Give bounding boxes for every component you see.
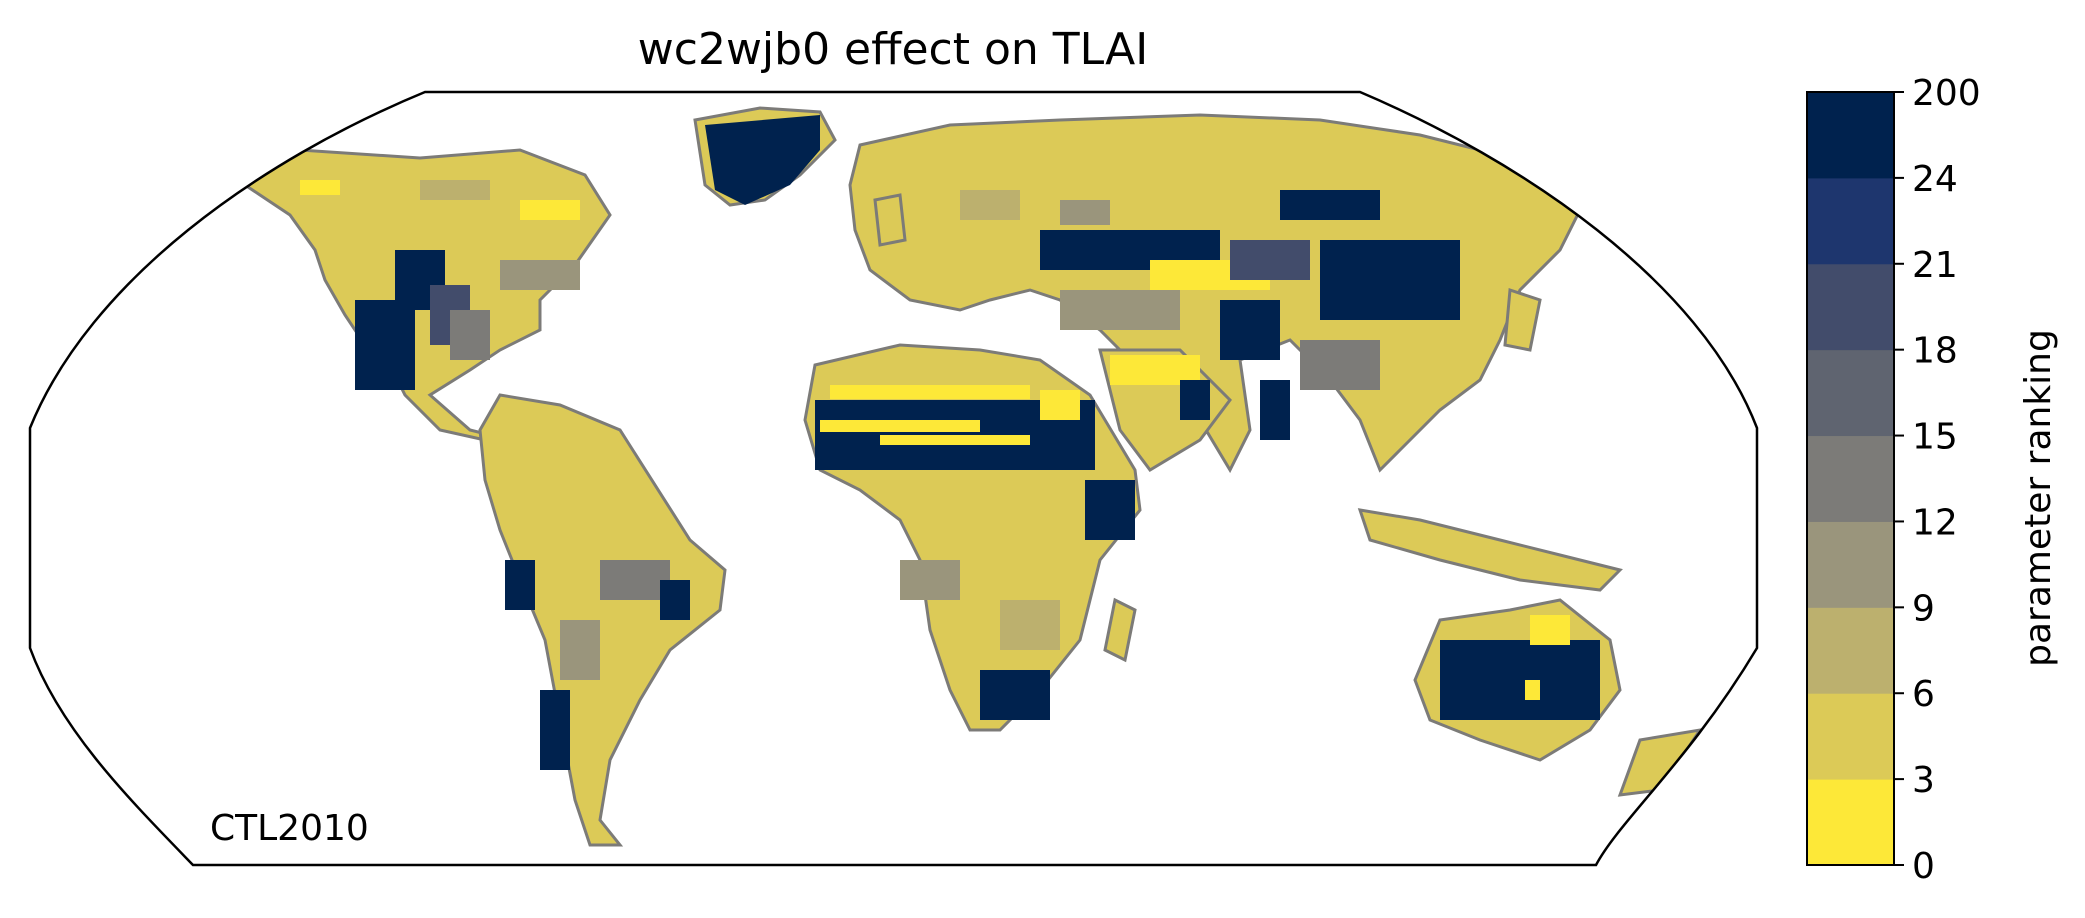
british-isles xyxy=(875,195,905,245)
map-title: wc2wjb0 effect on TLAI xyxy=(638,24,1148,75)
colorbar: 0 3 6 9 12 15 18 21 24 200 xyxy=(1807,73,1981,887)
colorbar-segment xyxy=(1807,779,1894,865)
corner-label: CTL2010 xyxy=(210,808,369,849)
colorbar-tick-label: 15 xyxy=(1912,417,1958,458)
colorbar-tick-label: 3 xyxy=(1912,760,1935,801)
colorbar-tick-label: 9 xyxy=(1912,588,1935,629)
colorbar-segment xyxy=(1807,521,1894,607)
colorbar-tick-label: 200 xyxy=(1912,73,1981,114)
colorbar-tick-label: 21 xyxy=(1912,245,1958,286)
colorbar-segment xyxy=(1807,264,1894,350)
colorbar-tick-label: 24 xyxy=(1912,159,1958,200)
japan xyxy=(1505,290,1540,350)
colorbar-label: parameter ranking xyxy=(2018,329,2059,667)
southeast-asia-islands xyxy=(1360,510,1620,590)
colorbar-segment xyxy=(1807,607,1894,693)
colorbar-segment xyxy=(1807,436,1894,522)
colorbar-tick-label: 12 xyxy=(1912,502,1958,543)
colorbar-segment xyxy=(1807,693,1894,779)
map-area xyxy=(230,108,1700,845)
madagascar xyxy=(1105,600,1135,660)
colorbar-tick-label: 18 xyxy=(1912,331,1958,372)
colorbar-tick-label: 6 xyxy=(1912,674,1935,715)
colorbar-tick-label: 0 xyxy=(1912,846,1935,887)
colorbar-segment xyxy=(1807,178,1894,264)
new-zealand xyxy=(1620,730,1700,795)
colorbar-segment xyxy=(1807,350,1894,436)
colorbar-segment xyxy=(1807,92,1894,178)
